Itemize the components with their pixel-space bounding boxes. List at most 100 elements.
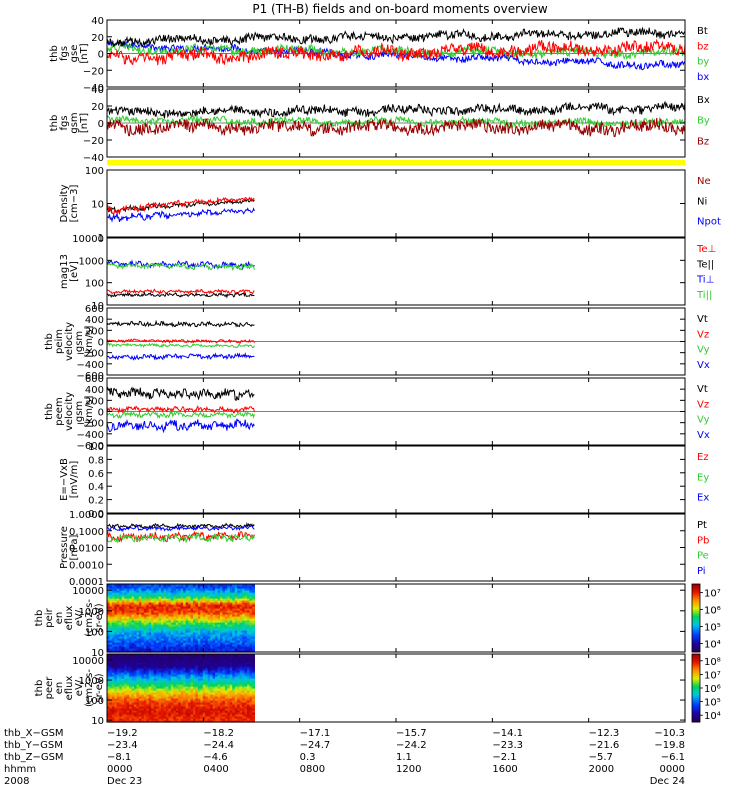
spectrogram-cell [156, 610, 160, 613]
spectrogram-cell [200, 598, 204, 601]
y-axis-label: gsm [69, 112, 80, 133]
spectrogram-cell [178, 680, 182, 683]
spectrogram-cell [215, 708, 219, 711]
spectrogram-cell [175, 592, 179, 595]
spectrogram-cell [188, 592, 192, 595]
spectrogram-cell [126, 676, 130, 679]
spectrogram-cell [197, 694, 201, 697]
spectrogram-cell [217, 628, 221, 631]
spectrogram-cell [205, 634, 209, 637]
spectrogram-cell [180, 670, 184, 673]
spectrogram-cell [116, 650, 120, 653]
series-line-Vz [106, 338, 255, 344]
spectrogram-cell [220, 616, 224, 619]
spectrogram-cell [234, 650, 238, 653]
spectrogram-cell [165, 638, 170, 641]
spectrogram-cell [212, 704, 216, 707]
spectrogram-cell [136, 628, 140, 631]
spectrogram-cell [143, 646, 147, 649]
spectrogram-cell [107, 600, 111, 603]
spectrogram-cell [195, 670, 199, 673]
spectrogram-cell [131, 710, 135, 713]
spectrogram-cell [170, 666, 174, 669]
spectrogram-cell [163, 640, 167, 643]
spectrogram-cell [227, 606, 231, 609]
spectrogram-cell [222, 704, 226, 707]
spectrogram-cell [161, 714, 165, 717]
spectrogram-cell [217, 596, 221, 599]
spectrogram-cell [249, 708, 253, 711]
spectrogram-cell [107, 670, 111, 673]
spectrogram-cell [247, 592, 251, 595]
spectrogram-cell [185, 682, 189, 685]
spectrogram-cell [232, 644, 236, 647]
spectrogram-cell [190, 688, 194, 691]
spectrogram-cell [168, 648, 172, 651]
spectrogram-cell [153, 716, 157, 719]
spectrogram-cell [148, 590, 152, 593]
spectrogram-cell [207, 628, 211, 631]
spectrogram-cell [143, 678, 147, 681]
spectrogram-cell [200, 664, 204, 667]
spectrogram-cell [134, 616, 138, 619]
spectrogram-cell [188, 656, 192, 659]
spectrogram-cell [249, 610, 253, 613]
spectrogram-cell [136, 632, 140, 635]
spectrogram-cell [138, 720, 142, 723]
spectrogram-cell [247, 610, 251, 613]
spectrogram-cell [109, 670, 113, 673]
spectrogram-cell [146, 638, 150, 641]
x-tick-value: −24.2 [396, 740, 427, 751]
spectrogram-cell [129, 618, 133, 621]
spectrogram-cell [185, 586, 189, 589]
spectrogram-cell [143, 696, 147, 699]
spectrogram-cell [217, 592, 221, 595]
spectrogram-cell [138, 624, 142, 627]
spectrogram-cell [227, 704, 231, 707]
spectrogram-cell [224, 636, 228, 639]
spectrogram-cell [173, 612, 177, 615]
spectrogram-cell [222, 622, 226, 625]
spectrogram-cell [131, 600, 135, 603]
spectrogram-cell [239, 626, 243, 629]
spectrogram-cell [165, 666, 170, 669]
spectrogram-cell [168, 702, 172, 705]
spectrogram-cell [207, 596, 211, 599]
spectrogram-cell [215, 640, 219, 643]
spectrogram-cell [247, 634, 251, 637]
spectrogram-cell [136, 604, 140, 607]
spectrogram-cell [111, 664, 115, 667]
spectrogram-cell [121, 634, 125, 637]
spectrogram-cell [220, 682, 224, 685]
spectrogram-cell [234, 622, 238, 625]
spectrogram-cell [173, 694, 177, 697]
spectrogram-cell [143, 598, 147, 601]
spectrogram-cell [183, 610, 187, 613]
spectrogram-cell [143, 684, 147, 687]
spectrogram-cell [247, 620, 251, 623]
spectrogram-cell [124, 720, 128, 723]
spectrogram-cell [197, 678, 201, 681]
spectrogram-cell [134, 684, 138, 687]
spectrogram-cell [210, 682, 214, 685]
spectrogram-cell [121, 632, 125, 635]
spectrogram-cell [188, 668, 192, 671]
spectrogram-cell [173, 632, 177, 635]
spectrogram-cell [178, 700, 182, 703]
spectrogram-cell [232, 602, 236, 605]
spectrogram-cell [195, 672, 199, 675]
spectrogram-cell [109, 708, 113, 711]
spectrogram-cell [197, 630, 201, 633]
spectrogram-cell [138, 656, 142, 659]
spectrogram-cell [173, 684, 177, 687]
spectrogram-cell [141, 616, 145, 619]
spectrogram-cell [146, 666, 150, 669]
spectrogram-cell [205, 584, 209, 587]
spectrogram-cell [129, 662, 133, 665]
spectrogram-cell [158, 716, 162, 719]
spectrogram-cell [148, 612, 152, 615]
spectrogram-cell [161, 696, 165, 699]
spectrogram-cell [146, 624, 150, 627]
spectrogram-cell [205, 698, 209, 701]
spectrogram-cell [239, 720, 243, 723]
